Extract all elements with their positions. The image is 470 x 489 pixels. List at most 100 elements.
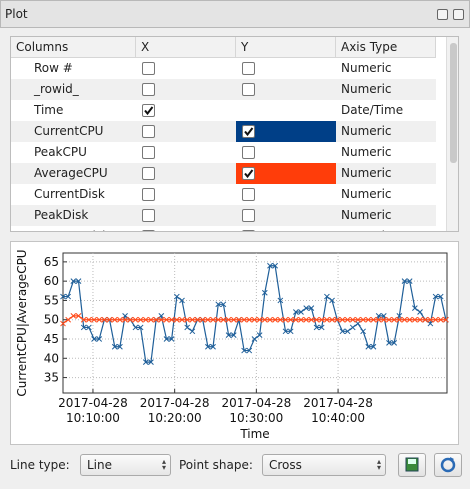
- point-marker: [106, 316, 113, 323]
- save-button[interactable]: [398, 453, 426, 477]
- point-marker: [344, 328, 351, 335]
- checkbox[interactable]: [242, 230, 255, 231]
- point-marker: [70, 313, 77, 319]
- point-marker: [417, 309, 423, 315]
- checkbox[interactable]: [142, 146, 155, 159]
- point-marker: [422, 316, 429, 323]
- column-name: PeakDisk: [34, 208, 89, 222]
- table-row: AverageDisk Numeric: [11, 226, 436, 231]
- point-marker: [437, 293, 444, 300]
- column-name: CurrentCPU: [34, 124, 104, 138]
- combo-arrow: ▴ ▾: [161, 457, 166, 472]
- line-type-combo[interactable]: Line ▴ ▾: [80, 454, 171, 476]
- point-marker: [205, 316, 211, 323]
- close-button[interactable]: [453, 9, 464, 20]
- checkbox[interactable]: [242, 125, 255, 138]
- table-row: PeakDisk Numeric: [11, 205, 436, 226]
- point-marker: [230, 316, 237, 323]
- checkbox[interactable]: [242, 209, 255, 222]
- point-marker: [70, 278, 77, 285]
- table-row: Row # Numeric: [11, 58, 436, 79]
- point-marker: [386, 340, 392, 346]
- point-marker: [122, 316, 128, 323]
- point-marker: [153, 316, 159, 323]
- y-tick-label: 65: [44, 255, 59, 269]
- checkbox[interactable]: [242, 62, 255, 75]
- table-row: Time Date/Time: [11, 100, 436, 121]
- scrollbar[interactable]: [446, 37, 458, 231]
- point-marker: [401, 316, 408, 323]
- x-tick-label: 2017-04-28 10:30:00: [221, 396, 291, 425]
- checkbox[interactable]: [242, 167, 255, 180]
- axis-type: Date/Time: [341, 103, 404, 117]
- point-shape-label: Point shape:: [179, 458, 253, 472]
- point-marker: [329, 297, 335, 304]
- point-marker: [261, 316, 268, 323]
- point-marker: [318, 324, 325, 331]
- checkbox[interactable]: [242, 188, 255, 201]
- x-axis-label: Time: [239, 427, 269, 441]
- point-marker: [65, 293, 72, 300]
- chart: 35 40 45 50 55 60 65 2017-04-28 10:10:00 2017-04-…: [15, 249, 449, 441]
- y-tick-label: 35: [44, 371, 59, 385]
- scroll-thumb[interactable]: [450, 43, 457, 163]
- y-tick-label: 55: [44, 293, 59, 307]
- point-marker: [349, 324, 356, 331]
- point-marker: [230, 332, 237, 339]
- table-row: CurrentCPU Numeric: [11, 121, 436, 142]
- point-marker: [86, 324, 92, 331]
- checkbox[interactable]: [142, 104, 155, 117]
- point-marker: [117, 316, 123, 323]
- check-path: [244, 127, 254, 137]
- point-marker: [251, 316, 258, 323]
- point-marker: [137, 324, 144, 331]
- combo-arrow: ▴ ▾: [376, 457, 381, 472]
- checkbox[interactable]: [142, 230, 155, 231]
- point-marker: [210, 316, 216, 323]
- point-marker: [225, 332, 232, 339]
- checkbox[interactable]: [142, 62, 155, 75]
- point-marker: [365, 343, 372, 350]
- point-marker: [329, 316, 335, 323]
- point-marker: [189, 328, 196, 335]
- column-name: Time: [34, 103, 64, 117]
- checkbox[interactable]: [142, 188, 155, 201]
- refresh-button[interactable]: [434, 453, 462, 477]
- point-marker: [360, 316, 366, 323]
- point-marker: [272, 262, 279, 269]
- column-name: Row #: [34, 61, 73, 75]
- point-marker: [360, 328, 366, 335]
- point-marker: [80, 324, 87, 331]
- point-marker: [412, 305, 418, 312]
- check-mark: [244, 169, 254, 179]
- point-marker: [163, 316, 170, 323]
- checkbox[interactable]: [142, 83, 155, 96]
- point-marker: [60, 293, 66, 300]
- point-marker: [80, 316, 87, 323]
- point-marker: [277, 316, 284, 323]
- axis-type: Numeric: [341, 166, 392, 180]
- point-marker: [101, 316, 108, 323]
- checkbox[interactable]: [142, 167, 155, 180]
- point-marker: [261, 289, 268, 296]
- checkbox[interactable]: [142, 125, 155, 138]
- checkbox[interactable]: [242, 146, 255, 159]
- point-marker: [401, 278, 408, 285]
- point-marker: [168, 336, 175, 342]
- point-marker: [251, 336, 258, 342]
- check-path: [144, 106, 154, 116]
- point-marker: [308, 316, 315, 323]
- point-marker: [142, 316, 149, 323]
- checkbox[interactable]: [142, 209, 155, 222]
- point-marker: [313, 324, 320, 331]
- table-row: AverageCPU Numeric: [11, 163, 436, 184]
- column-header: X: [136, 37, 236, 58]
- point-shape-combo[interactable]: Cross ▴ ▾: [262, 454, 386, 476]
- point-marker: [303, 305, 310, 312]
- point-marker: [256, 316, 263, 323]
- float-button[interactable]: [437, 9, 448, 20]
- checkbox[interactable]: [242, 83, 255, 96]
- point-marker: [241, 347, 247, 354]
- point-marker: [298, 309, 304, 315]
- point-marker: [179, 316, 185, 323]
